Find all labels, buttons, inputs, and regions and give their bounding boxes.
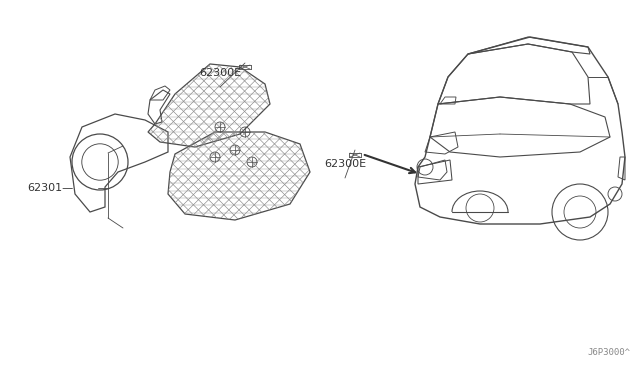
Text: J6P3000^: J6P3000^: [588, 348, 630, 357]
Text: 62300E: 62300E: [200, 68, 242, 78]
Text: 62301—: 62301—: [28, 183, 74, 193]
Text: 62300E: 62300E: [324, 159, 367, 169]
